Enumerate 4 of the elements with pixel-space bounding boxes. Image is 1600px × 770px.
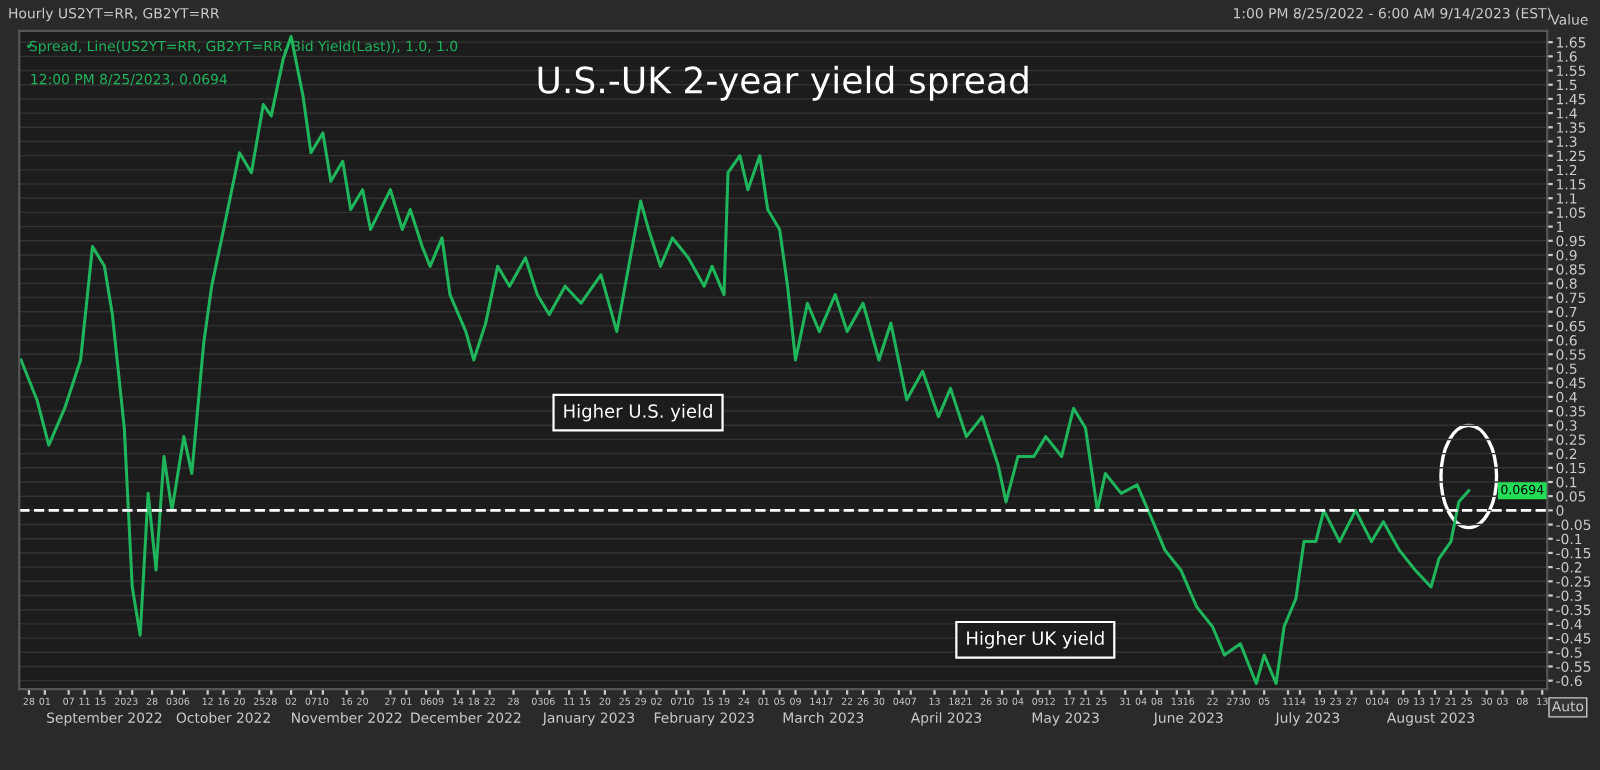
annotation: Higher U.S. yield [564,403,712,422]
text: U.S.-UK 2-year yield spread [538,65,1028,101]
line-series [19,34,1471,685]
annotation: Higher UK yield [967,631,1104,649]
